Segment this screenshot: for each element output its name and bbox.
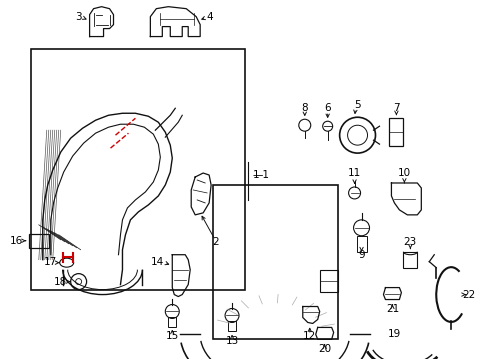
Bar xyxy=(403,252,416,268)
Text: 6: 6 xyxy=(324,103,330,113)
Bar xyxy=(213,185,337,339)
Text: 2: 2 xyxy=(211,237,218,247)
Bar xyxy=(227,321,236,332)
Bar xyxy=(388,118,403,146)
Text: 15: 15 xyxy=(165,332,179,341)
Text: 10: 10 xyxy=(397,168,410,178)
Text: 3: 3 xyxy=(75,12,82,22)
Text: 14: 14 xyxy=(150,257,163,267)
Bar xyxy=(168,318,176,328)
Text: 23: 23 xyxy=(403,237,416,247)
Text: 1: 1 xyxy=(252,170,259,180)
Bar xyxy=(319,270,337,292)
Text: 5: 5 xyxy=(353,100,360,110)
Text: 11: 11 xyxy=(347,168,361,178)
Text: 22: 22 xyxy=(462,289,475,300)
Text: —1: —1 xyxy=(252,170,269,180)
Text: 8: 8 xyxy=(301,103,307,113)
Text: 19: 19 xyxy=(387,329,400,339)
Text: 13: 13 xyxy=(225,336,238,346)
Text: 7: 7 xyxy=(392,103,399,113)
Bar xyxy=(31,49,244,289)
Text: 18: 18 xyxy=(54,276,67,287)
Text: 21: 21 xyxy=(385,305,398,315)
Bar xyxy=(356,236,366,252)
Text: 4: 4 xyxy=(206,12,213,22)
Text: 9: 9 xyxy=(358,250,364,260)
Bar xyxy=(29,234,49,248)
Text: 12: 12 xyxy=(303,332,316,341)
Text: 16: 16 xyxy=(10,236,23,246)
Text: 17: 17 xyxy=(44,257,57,267)
Text: 20: 20 xyxy=(318,345,330,354)
